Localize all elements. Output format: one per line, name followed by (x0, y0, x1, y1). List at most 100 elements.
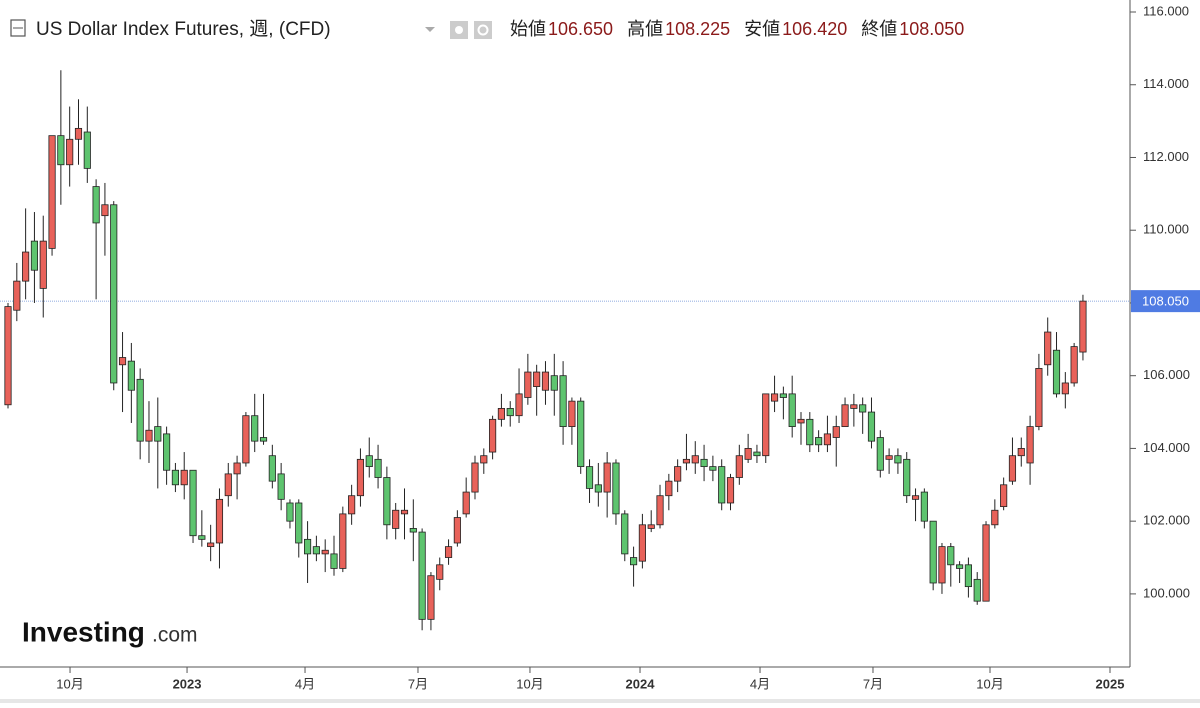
candle-body (956, 564, 964, 569)
candle-body (541, 371, 550, 391)
candle-body (594, 484, 602, 493)
candle-body (22, 251, 30, 282)
candle-body (295, 502, 303, 544)
candle-body (180, 469, 188, 486)
candle-body (515, 393, 523, 417)
candle-body (612, 462, 620, 515)
candle-body (1079, 300, 1087, 353)
candle-body (938, 546, 946, 584)
candle-body (815, 437, 823, 446)
candle-body (1017, 448, 1025, 457)
y-tick-label: 112.000 (1143, 149, 1189, 164)
candle-body (462, 491, 470, 515)
candle-body (973, 578, 981, 602)
candle-body (876, 437, 884, 471)
candle-body (224, 473, 232, 497)
settings-icon-gear (477, 24, 489, 36)
y-tick-label: 104.000 (1143, 440, 1190, 455)
candle-body (929, 520, 937, 584)
candle-body (885, 455, 893, 460)
dropdown-arrow[interactable] (425, 27, 435, 32)
candle-body (665, 480, 673, 497)
x-tick-label: 4月 (750, 676, 770, 691)
candle-body (726, 477, 735, 504)
candle-body (656, 495, 664, 526)
candle-body (409, 528, 417, 533)
plot-area (0, 70, 1130, 631)
candle-body (163, 433, 171, 471)
candle-body (215, 498, 224, 544)
settings-icon[interactable] (474, 21, 492, 39)
candle-body (1061, 382, 1069, 395)
candle-body (982, 524, 990, 602)
watermark-brand: Investing (22, 616, 145, 647)
candle-body (74, 127, 83, 140)
ohlc-label: 高値 (627, 19, 663, 39)
candle-body (894, 455, 902, 464)
candle-body (259, 437, 268, 442)
x-tick-label: 7月 (863, 676, 883, 691)
candle-body (850, 404, 858, 409)
candle-body (630, 557, 638, 566)
bottom-strip (0, 699, 1200, 703)
candle-body (374, 458, 382, 478)
candle-body (1044, 331, 1052, 366)
candle-body (806, 418, 814, 446)
candle-body (286, 502, 294, 522)
candle-body (365, 455, 373, 468)
candle-body (621, 513, 629, 555)
candle-body (823, 433, 832, 446)
y-tick-label: 102.000 (1143, 513, 1190, 528)
candle-body (489, 418, 497, 453)
candle-body (964, 564, 972, 588)
candle-body (330, 553, 338, 569)
last-price-label: 108.050 (1142, 294, 1189, 309)
candle-body (436, 564, 444, 580)
candle-body (101, 204, 109, 217)
candle-body (339, 513, 347, 569)
candle-body (321, 549, 329, 555)
candle-body (233, 462, 241, 475)
candle-body (480, 455, 488, 464)
candle-body (154, 426, 162, 442)
candle-body (400, 509, 409, 515)
candle-body (348, 495, 356, 515)
candle-body (57, 135, 65, 166)
chart-title: US Dollar Index Futures, 週, (CFD) (36, 18, 331, 40)
y-tick-label: 110.000 (1143, 222, 1189, 237)
collapse-icon[interactable] (10, 19, 26, 37)
candle-body (189, 469, 197, 537)
candle-body (568, 400, 576, 428)
candle-body (427, 575, 435, 620)
candle-body (127, 360, 135, 391)
candle-body (753, 451, 761, 457)
candle-body (92, 186, 100, 224)
x-tick-label: 10月 (516, 676, 543, 691)
candle-body (832, 426, 840, 438)
y-tick-label: 114.000 (1143, 76, 1189, 91)
candle-body (691, 455, 699, 464)
ohlc-label: 始値 (510, 19, 546, 39)
y-tick-label: 100.000 (1143, 585, 1190, 600)
candle-body (198, 535, 206, 540)
ohlc-header: 始値 106.650 高値 108.225 安値 106.420 終値 108.050 (510, 19, 964, 39)
last-price-badge (1131, 290, 1200, 313)
candle-body (444, 546, 453, 558)
candle-body (991, 509, 999, 526)
candle-body (136, 378, 144, 442)
candle-body (268, 455, 276, 482)
candle-body (207, 542, 215, 548)
candle-body (1035, 368, 1043, 428)
candle-body (709, 466, 717, 471)
ohlc-label: 終値 (861, 19, 897, 39)
candle-body (251, 415, 259, 442)
candle-body (453, 517, 461, 544)
candle-body (533, 371, 541, 387)
candle-body (788, 393, 796, 428)
candle-body (471, 462, 479, 493)
candle-body (770, 393, 779, 402)
candle-body (356, 458, 365, 497)
x-tick-label: 7月 (408, 676, 428, 691)
candle-body (1052, 349, 1061, 395)
candle-body (145, 429, 153, 442)
